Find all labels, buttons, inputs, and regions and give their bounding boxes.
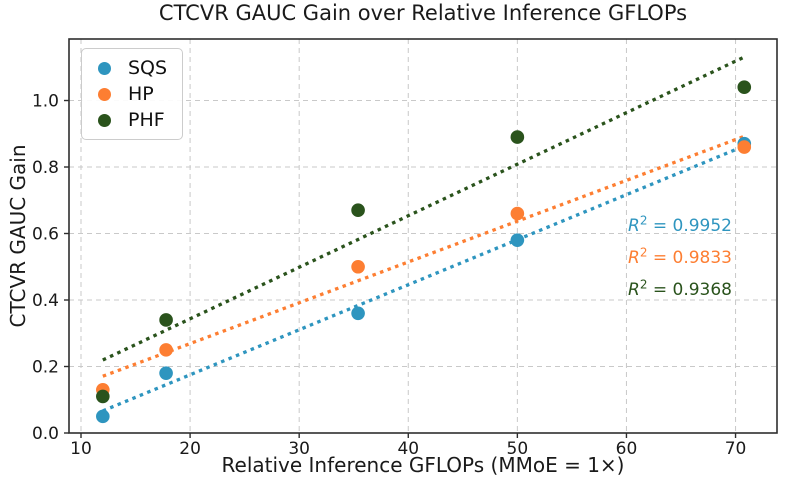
- r2-exponent: 2: [639, 245, 648, 260]
- r2-annotation-sqs: R2 = 0.9952: [628, 213, 732, 236]
- r2-value-sqs: 0.9952: [672, 216, 732, 236]
- y-tick-label: 0.2: [32, 358, 59, 378]
- x-tick-label: 20: [179, 439, 201, 459]
- data-point-sqs: [96, 409, 110, 424]
- y-tick-label: 0.4: [32, 291, 59, 311]
- x-tick-label: 40: [397, 439, 419, 459]
- y-tick-label: 0.0: [32, 424, 59, 444]
- legend-marker-sqs-icon: [98, 61, 111, 75]
- y-axis-label: CTCVR GAUC Gain: [6, 144, 30, 328]
- axes-spines: [68, 38, 778, 434]
- legend-item-sqs: SQS: [82, 55, 182, 81]
- data-point-hp: [159, 343, 173, 357]
- data-point-phf: [96, 389, 110, 404]
- data-point-sqs: [510, 233, 525, 247]
- r2-symbol: R: [628, 280, 640, 300]
- data-point-phf: [351, 203, 365, 218]
- r2-symbol: R: [628, 216, 640, 236]
- r2-annotation-hp: R2 = 0.9833: [628, 245, 732, 268]
- r2-equals: =: [647, 216, 673, 236]
- data-point-sqs: [159, 366, 173, 380]
- legend-item-hp: HP: [82, 81, 182, 107]
- legend-marker-hp-icon: [98, 87, 111, 101]
- legend-label-sqs: SQS: [128, 56, 168, 79]
- x-tick-label: 30: [288, 439, 310, 459]
- y-tick-label: 0.8: [32, 158, 59, 178]
- x-tick-label: 50: [507, 439, 529, 459]
- r2-equals: =: [647, 248, 673, 268]
- data-point-phf: [737, 80, 752, 95]
- legend-marker-phf-icon: [98, 113, 111, 127]
- r2-equals: =: [647, 280, 673, 300]
- x-tick-label: 70: [725, 439, 747, 459]
- chart-title: CTCVR GAUC Gain over Relative Inference …: [158, 1, 688, 25]
- r2-exponent: 2: [639, 277, 648, 292]
- x-tick-label: 60: [616, 439, 638, 459]
- r2-exponent: 2: [639, 213, 648, 228]
- data-point-phf: [159, 313, 173, 327]
- y-tick-label: 0.6: [32, 225, 59, 245]
- r2-value-hp: 0.9833: [672, 248, 732, 268]
- r2-symbol: R: [628, 248, 640, 268]
- trendline-hp: [102, 134, 745, 378]
- legend-label-phf: PHF: [128, 108, 165, 131]
- legend-label-hp: HP: [128, 82, 154, 105]
- x-tick-label: 10: [70, 439, 92, 459]
- r2-value-phf: 0.9368: [672, 280, 732, 300]
- data-point-phf: [510, 130, 525, 144]
- legend: SQS HP PHF: [81, 48, 183, 140]
- legend-item-phf: PHF: [82, 107, 182, 133]
- r2-annotation-phf: R2 = 0.9368: [628, 277, 732, 300]
- data-point-sqs: [351, 306, 365, 321]
- trendline-sqs: [102, 144, 745, 413]
- data-point-hp: [737, 140, 752, 154]
- data-point-hp: [351, 259, 365, 274]
- trendline-phf: [102, 55, 745, 362]
- y-tick-label: 1.0: [32, 92, 59, 112]
- data-point-hp: [510, 206, 525, 221]
- x-axis-label: Relative Inference GFLOPs (MMoE = 1×): [221, 453, 625, 477]
